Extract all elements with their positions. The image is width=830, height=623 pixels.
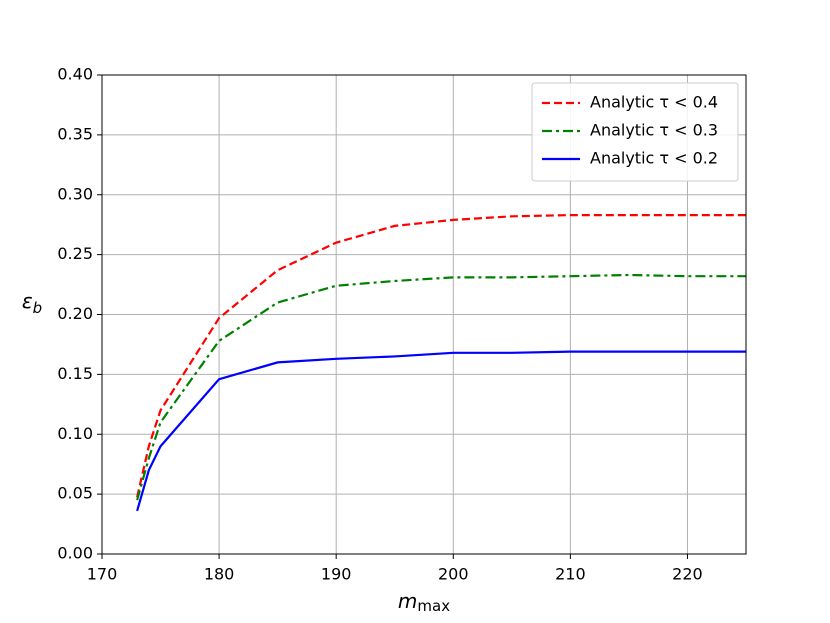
legend-box [531,82,739,182]
x-tick-label: 190 [321,565,352,584]
x-tick-label: 220 [672,565,703,584]
y-tick-label: 0.35 [57,124,93,143]
y-tick-label: 0.15 [57,364,93,383]
legend-label: Analytic τ < 0.3 [590,121,718,140]
x-axis-label-sub: max [417,597,450,615]
x-axis-label: mmax [398,589,450,615]
y-tick-label: 0.25 [57,244,93,263]
series-line [136,214,746,498]
y-tick-label: 0.10 [57,424,93,443]
legend-label: Analytic τ < 0.4 [590,93,718,112]
y-tick-label: 0.00 [57,544,93,563]
x-tick-label: 210 [555,565,586,584]
x-tick-label: 170 [87,565,118,584]
x-tick-label: 200 [438,565,469,584]
y-tick-label: 0.20 [57,304,93,323]
x-axis-label-main: m [398,589,417,613]
y-tick-label: 0.40 [57,65,93,84]
legend-label: Analytic τ < 0.2 [590,149,718,168]
series-line [136,273,746,501]
y-axis-label-main: ε [22,289,33,313]
y-axis-label: εb [22,289,42,317]
y-tick-label: 0.30 [57,184,93,203]
series-line [136,350,746,512]
y-axis-label-sub: b [33,299,43,317]
y-tick-label: 0.05 [57,484,93,503]
x-tick-label: 180 [204,565,235,584]
